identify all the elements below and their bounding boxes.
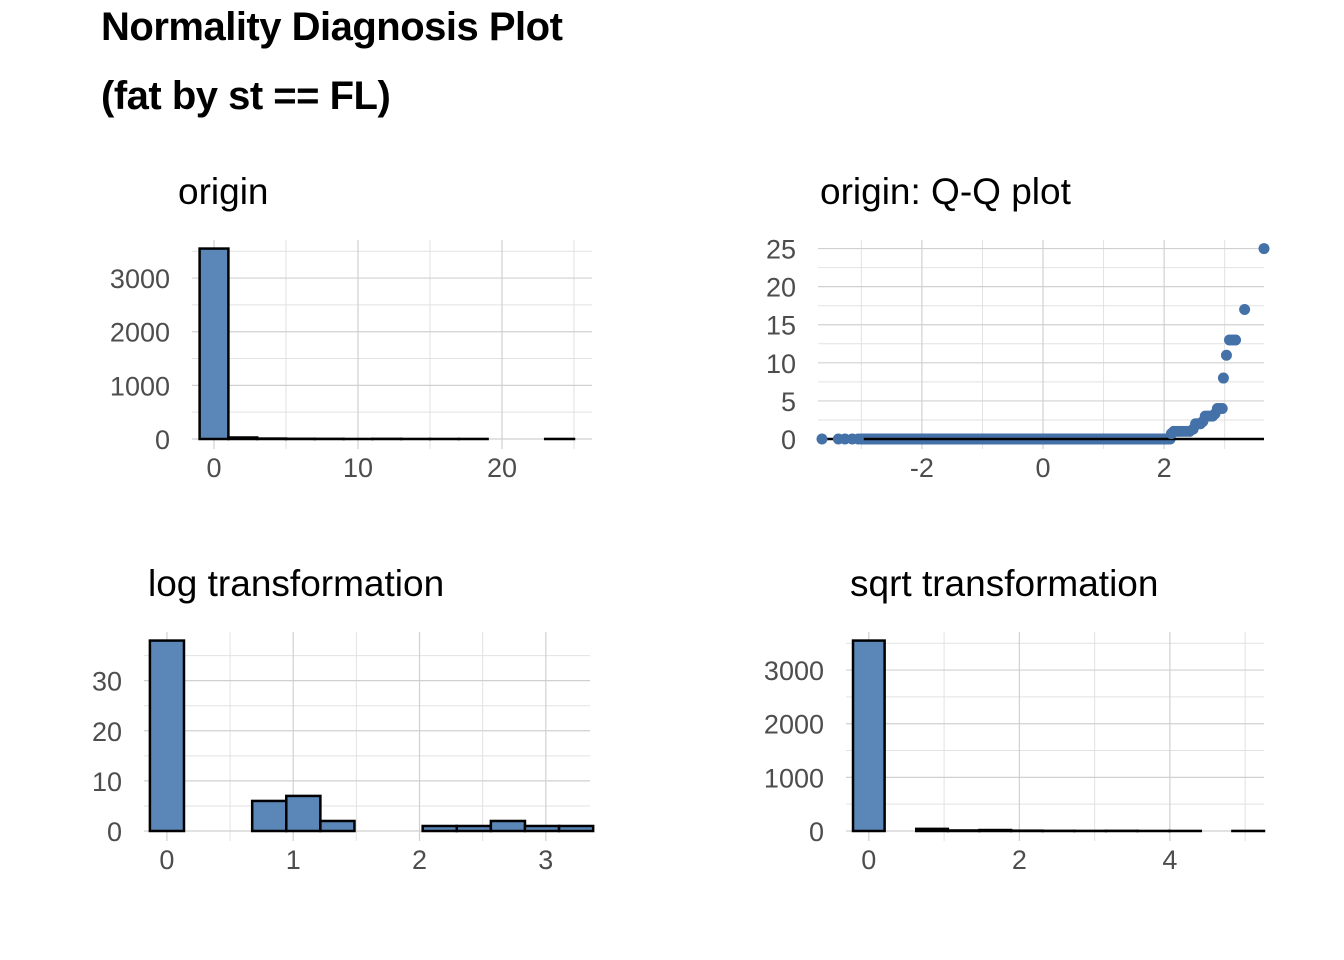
histogram-bar [421, 824, 459, 833]
y-tick-label: 15 [766, 311, 796, 341]
y-tick-label: 3000 [764, 656, 824, 686]
y-tick-label: 2000 [764, 710, 824, 740]
y-tick-label: 3000 [110, 264, 170, 294]
x-tick-label: 4 [1162, 845, 1177, 875]
x-tick-label: 0 [861, 845, 876, 875]
histogram-bar [851, 639, 886, 833]
qq-point [852, 433, 864, 445]
histogram-bar [455, 824, 493, 833]
plot-title-line2: (fat by st == FL) [101, 74, 391, 118]
panel-title: origin [178, 171, 269, 212]
origin-qq-plot-panel: origin: Q-Q plot 0 5 10 15 20 25 -2 0 2 [766, 171, 1270, 483]
y-tick-label: 0 [155, 425, 170, 455]
log-transformation-histogram-panel: log transformation 0 10 20 30 0 1 2 3 [92, 563, 595, 875]
histogram-bar [319, 819, 356, 833]
histogram-bar [523, 824, 561, 833]
x-tick-label: 10 [343, 453, 373, 483]
qq-point [1258, 243, 1270, 255]
x-tick-label: 0 [1035, 453, 1050, 483]
y-tick-label: 20 [766, 273, 796, 303]
panel-title: sqrt transformation [850, 563, 1158, 604]
y-tick-label: 25 [766, 235, 796, 265]
y-tick-label: 0 [781, 425, 796, 455]
histogram-bar [557, 824, 595, 833]
x-tick-label: 1 [286, 845, 301, 875]
histogram-bar [489, 819, 527, 833]
panel-title: origin: Q-Q plot [820, 171, 1072, 212]
y-tick-label: 1000 [764, 763, 824, 793]
qq-point [1230, 334, 1242, 346]
x-tick-label: 0 [206, 453, 221, 483]
y-tick-label: 30 [92, 667, 122, 697]
y-tick-label: 10 [92, 767, 122, 797]
sqrt-transformation-histogram-panel: sqrt transformation 0 1000 2000 3000 0 2 4 [764, 563, 1266, 875]
x-tick-label: 3 [538, 845, 553, 875]
qq-point [816, 433, 828, 445]
histogram-bar [227, 436, 259, 441]
histogram-bar [148, 639, 186, 833]
histogram-bar [914, 827, 950, 833]
y-tick-label: 1000 [110, 371, 170, 401]
y-tick-label: 20 [92, 717, 122, 747]
origin-histogram-panel: origin 0 1000 2000 3000 0 10 20 [110, 171, 592, 483]
panel-title: log transformation [148, 563, 444, 604]
histogram-bar [250, 799, 288, 833]
qq-point [1220, 349, 1232, 361]
histogram-bar [285, 794, 322, 833]
x-tick-label: 2 [412, 845, 427, 875]
x-tick-label: 20 [487, 453, 517, 483]
x-tick-label: 2 [1157, 453, 1172, 483]
histogram-bar [978, 828, 1013, 833]
histogram-bar [946, 829, 981, 833]
x-tick-label: 2 [1012, 845, 1027, 875]
y-tick-label: 2000 [110, 318, 170, 348]
plot-title-line1: Normality Diagnosis Plot [101, 5, 563, 49]
x-tick-label: 0 [159, 845, 174, 875]
qq-point [1239, 304, 1251, 316]
qq-point [1217, 372, 1229, 384]
y-tick-label: 5 [781, 387, 796, 417]
y-tick-label: 0 [809, 817, 824, 847]
histogram-bar [198, 247, 230, 441]
y-tick-label: 0 [107, 817, 122, 847]
x-tick-label: -2 [910, 453, 934, 483]
qq-point [1216, 403, 1228, 415]
y-tick-label: 10 [766, 349, 796, 379]
